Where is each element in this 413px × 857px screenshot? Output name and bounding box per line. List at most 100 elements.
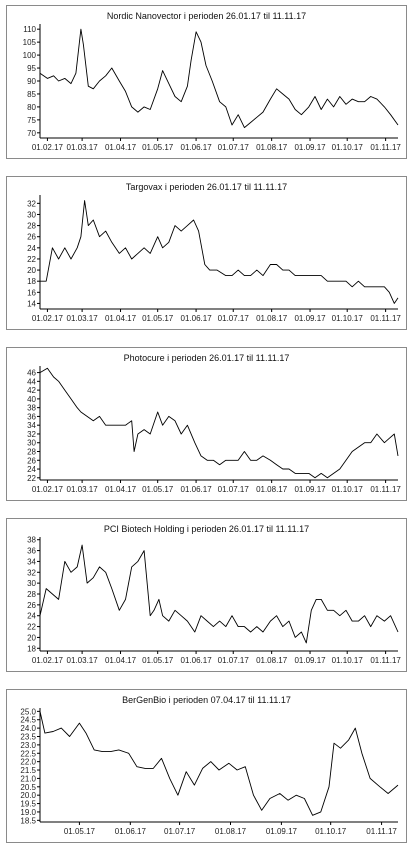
y-tick-label: 28 (27, 590, 36, 599)
y-tick-label: 32 (27, 199, 36, 208)
x-tick-label: 01.10.17 (315, 827, 347, 836)
x-tick-label: 01.02.17 (32, 143, 64, 152)
y-tick-label: 24 (27, 612, 36, 621)
x-tick-label: 01.03.17 (67, 143, 99, 152)
chart-panel-photocure: Photocure i perioden 26.01.17 til 11.11.… (6, 347, 407, 501)
chart-title: Photocure i perioden 26.01.17 til 11.11.… (123, 353, 290, 363)
y-tick-label: 42 (27, 386, 36, 395)
y-tick-label: 22 (27, 255, 36, 264)
y-tick-label: 18 (27, 277, 36, 286)
x-tick-label: 01.11.17 (370, 656, 401, 665)
line-chart-bergenbio: 18.519.019.520.020.521.021.522.022.523.0… (20, 707, 399, 836)
x-tick-label: 01.11.17 (366, 827, 397, 836)
x-tick-label: 01.10.17 (332, 656, 364, 665)
y-tick-label: 32 (27, 430, 36, 439)
x-tick-label: 01.04.17 (105, 314, 137, 323)
y-tick-label: 22.0 (20, 758, 36, 767)
y-tick-label: 19.0 (20, 808, 36, 817)
y-tick-label: 30 (27, 439, 36, 448)
x-tick-label: 01.07.17 (218, 314, 250, 323)
y-tick-label: 22 (27, 474, 36, 483)
x-tick-label: 01.09.17 (266, 827, 298, 836)
x-tick-label: 01.05.17 (64, 827, 96, 836)
y-tick-label: 26 (27, 233, 36, 242)
y-tick-label: 85 (27, 90, 36, 99)
x-tick-label: 01.10.17 (332, 485, 364, 494)
y-tick-label: 14 (27, 299, 36, 308)
x-tick-label: 01.09.17 (294, 314, 326, 323)
line-chart-targovax: 14 16 18 20 22 24 26 28 30 32 01.02.17 01.03.17 01.0… (27, 195, 401, 323)
price-series-line (39, 711, 399, 816)
y-tick-label: 100 (23, 51, 37, 60)
y-tick-label: 24 (27, 244, 36, 253)
y-tick-label: 16 (27, 288, 36, 297)
y-tick-label: 36 (27, 547, 36, 556)
chart-title: BerGenBio i perioden 07.04.17 til 11.11.… (122, 695, 291, 705)
x-tick-label: 01.05.17 (142, 485, 174, 494)
x-tick-label: 01.05.17 (142, 314, 174, 323)
y-tick-label: 26 (27, 456, 36, 465)
x-tick-label: 01.06.17 (115, 827, 147, 836)
x-tick-label: 01.02.17 (32, 656, 64, 665)
price-series-line (39, 544, 399, 644)
x-tick-label: 01.08.17 (256, 314, 288, 323)
y-tick-label: 75 (27, 116, 36, 125)
x-tick-label: 01.10.17 (332, 314, 364, 323)
y-tick-label: 20.5 (20, 783, 36, 792)
price-series-line (39, 28, 399, 129)
x-tick-label: 01.07.17 (218, 485, 250, 494)
x-tick-label: 01.11.17 (370, 485, 401, 494)
line-chart-nordic-nanovector: 70 75 80 85 90 95 100 105 110 01.02.17 01.03.17 01.… (23, 24, 401, 152)
y-tick-label: 18.5 (20, 816, 36, 825)
chart-title: Nordic Nanovector i perioden 26.01.17 ti… (106, 11, 307, 21)
x-tick-label: 01.09.17 (294, 143, 326, 152)
y-tick-label: 25.0 (20, 707, 36, 716)
y-tick-label: 24.0 (20, 724, 36, 733)
x-tick-label: 01.06.17 (181, 485, 213, 494)
x-tick-label: 01.03.17 (67, 485, 99, 494)
y-tick-label: 28 (27, 448, 36, 457)
x-tick-label: 01.11.17 (370, 143, 401, 152)
x-tick-label: 01.09.17 (294, 656, 326, 665)
y-tick-label: 34 (27, 557, 36, 566)
y-tick-label: 30 (27, 210, 36, 219)
x-tick-label: 01.05.17 (142, 143, 174, 152)
y-tick-label: 28 (27, 222, 36, 231)
x-tick-label: 01.11.17 (370, 314, 401, 323)
price-series-line (39, 367, 399, 479)
y-tick-label: 36 (27, 412, 36, 421)
x-tick-label: 01.04.17 (105, 143, 137, 152)
y-tick-label: 22.5 (20, 749, 36, 758)
x-tick-label: 01.04.17 (105, 656, 137, 665)
y-tick-label: 19.5 (20, 800, 36, 809)
y-tick-label: 46 (27, 369, 36, 378)
y-tick-label: 21.5 (20, 766, 36, 775)
y-tick-label: 23.5 (20, 733, 36, 742)
y-tick-label: 80 (27, 103, 36, 112)
y-tick-label: 34 (27, 421, 36, 430)
y-tick-label: 24 (27, 465, 36, 474)
y-tick-label: 32 (27, 568, 36, 577)
x-tick-label: 01.05.17 (142, 656, 174, 665)
chart-title: PCI Biotech Holding i perioden 26.01.17 … (103, 524, 310, 534)
x-tick-label: 01.07.17 (218, 143, 250, 152)
chart-panel-bergenbio: BerGenBio i perioden 07.04.17 til 11.11.… (6, 689, 407, 843)
x-tick-label: 01.02.17 (32, 485, 64, 494)
y-tick-label: 38 (27, 536, 36, 545)
x-tick-label: 01.08.17 (256, 485, 288, 494)
y-tick-label: 90 (27, 77, 36, 86)
x-tick-label: 01.03.17 (67, 656, 99, 665)
y-tick-label: 38 (27, 404, 36, 413)
y-tick-label: 23.0 (20, 741, 36, 750)
y-tick-label: 22 (27, 623, 36, 632)
x-tick-label: 01.07.17 (218, 656, 250, 665)
x-tick-label: 01.06.17 (181, 656, 213, 665)
y-tick-label: 95 (27, 64, 36, 73)
y-tick-label: 110 (23, 25, 36, 34)
x-tick-label: 01.08.17 (256, 656, 288, 665)
x-tick-label: 01.07.17 (164, 827, 196, 836)
x-tick-label: 01.09.17 (294, 485, 326, 494)
x-tick-label: 01.08.17 (256, 143, 288, 152)
x-tick-label: 01.08.17 (215, 827, 247, 836)
y-tick-label: 24.5 (20, 716, 36, 725)
